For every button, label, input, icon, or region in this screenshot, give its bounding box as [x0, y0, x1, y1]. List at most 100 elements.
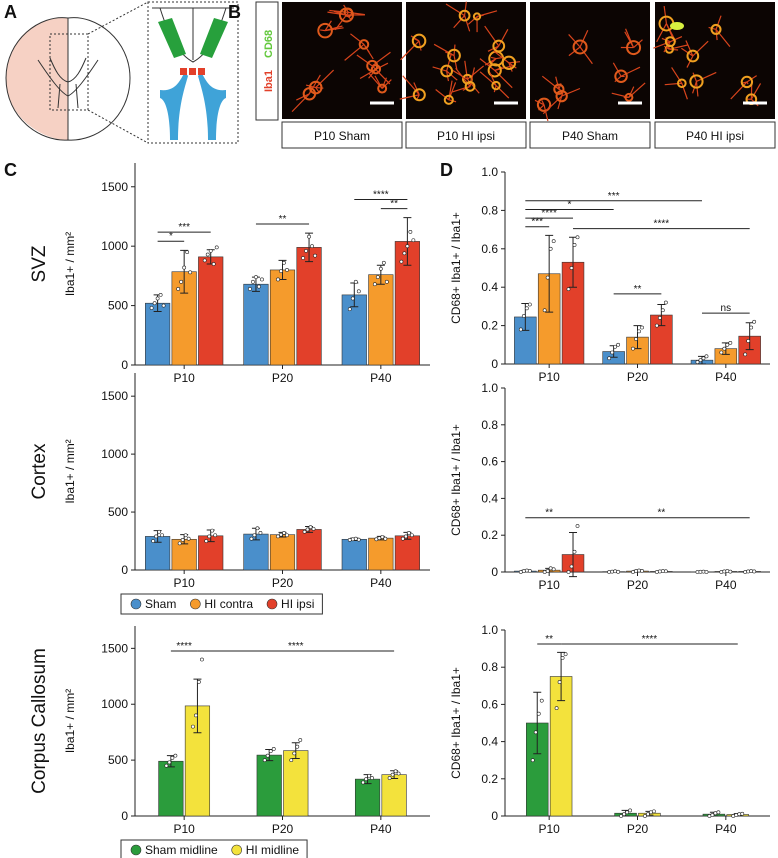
data-point: [182, 265, 187, 270]
data-point: [302, 529, 307, 534]
data-point: [722, 346, 727, 351]
data-point: [663, 569, 668, 574]
significance-label: ***: [531, 217, 543, 228]
data-point: [390, 772, 395, 777]
injury-shade: [6, 17, 68, 140]
data-point: [313, 253, 317, 258]
data-point: [722, 569, 727, 574]
inset-roi: [198, 68, 205, 75]
data-point: [539, 698, 544, 703]
y-tick-label: 1000: [101, 239, 128, 253]
bar: [145, 302, 171, 366]
data-point: [375, 275, 380, 279]
x-tick-label: P20: [627, 578, 649, 592]
data-point: [725, 342, 730, 347]
inset-roi: [189, 68, 196, 75]
data-point: [200, 657, 204, 662]
legend-swatch: [266, 598, 278, 610]
microglia-process: [400, 35, 422, 61]
stain-label: CD68: [263, 30, 275, 58]
bar: [381, 774, 407, 817]
microglia-process: [681, 40, 709, 68]
data-point: [725, 569, 730, 573]
data-point: [652, 809, 656, 814]
data-point: [353, 279, 358, 284]
microglia-body: [491, 80, 501, 91]
microglia-body: [338, 7, 354, 23]
data-point: [657, 569, 662, 574]
data-point: [716, 810, 721, 815]
data-point: [728, 569, 733, 574]
panel-label: D: [440, 160, 453, 180]
legend: Sham midline HI midline: [120, 839, 308, 858]
x-tick-label: P40: [715, 370, 737, 384]
microglia-process: [479, 71, 510, 99]
data-point: [752, 319, 757, 324]
data-point: [260, 277, 264, 282]
data-point: [411, 238, 416, 243]
data-point: [167, 760, 172, 765]
image-caption: P40 HI ipsi: [686, 129, 744, 143]
y-tick-label: 0: [491, 565, 498, 579]
image-caption: P40 Sham: [562, 129, 618, 143]
microglia-body: [501, 55, 517, 71]
data-point: [613, 569, 618, 574]
data-point: [383, 536, 388, 541]
data-point: [384, 279, 389, 284]
y-tick-label: 0.6: [481, 455, 498, 469]
y-tick-label: 0.6: [481, 242, 498, 256]
data-point: [211, 262, 216, 266]
data-point: [180, 537, 185, 542]
significance-label: **: [657, 508, 665, 519]
data-point: [258, 531, 263, 535]
significance-label: ****: [642, 634, 658, 645]
data-point: [743, 352, 748, 357]
data-point: [728, 340, 733, 345]
y-tick-label: 0: [121, 563, 128, 577]
data-point: [248, 287, 252, 291]
significance-label: ****: [288, 641, 304, 652]
y-tick-label: 1.0: [481, 623, 498, 637]
y-tick-label: 1500: [101, 180, 128, 194]
bar: [368, 537, 394, 571]
microglia-process: [479, 58, 515, 89]
data-point: [719, 570, 724, 574]
y-tick-label: 0.4: [481, 735, 498, 749]
y-tick-label: 1500: [101, 641, 128, 655]
data-point: [551, 567, 556, 572]
data-point: [518, 327, 523, 332]
significance-label: ****: [654, 219, 670, 230]
bar: [198, 256, 224, 366]
data-point: [298, 738, 303, 742]
microglia-process: [435, 80, 457, 103]
data-point: [542, 308, 547, 313]
row-title: Cortex: [29, 443, 50, 499]
data-point: [249, 536, 254, 541]
x-tick-label: P20: [272, 576, 294, 590]
microglia-body: [710, 23, 722, 35]
y-tick-label: 0.8: [481, 660, 498, 674]
micrograph: [655, 2, 775, 119]
data-point: [408, 230, 413, 234]
data-point: [152, 301, 157, 306]
data-point: [400, 536, 405, 541]
microglia-body: [689, 74, 704, 89]
data-point: [698, 358, 703, 363]
data-point: [347, 307, 352, 312]
data-point: [545, 275, 550, 280]
significance-label: **: [279, 214, 287, 225]
data-point: [409, 533, 414, 538]
data-point: [610, 569, 615, 574]
bar: [296, 529, 322, 571]
y-tick-label: 1000: [101, 447, 128, 461]
data-point: [752, 569, 757, 574]
data-point: [657, 316, 662, 320]
image-caption: P10 HI ipsi: [437, 129, 495, 143]
bar: [368, 274, 394, 366]
microglia-body: [676, 78, 687, 89]
data-point: [533, 730, 538, 735]
data-point: [177, 541, 182, 546]
significance-label: **: [545, 508, 553, 519]
y-axis-label: CD68+ Iba1+ / Iba1+: [449, 667, 463, 779]
x-tick-label: P10: [538, 578, 560, 592]
